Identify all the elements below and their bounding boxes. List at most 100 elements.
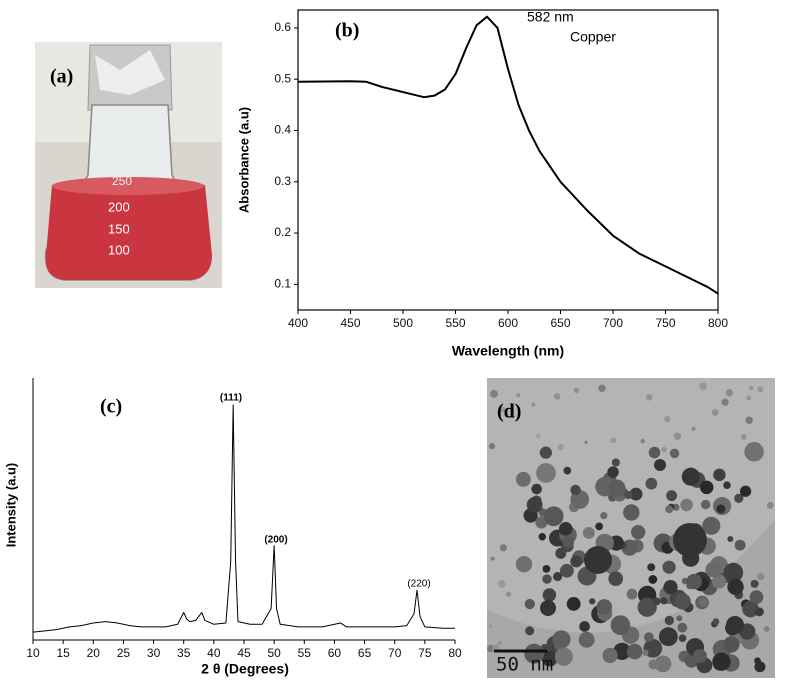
- particle: [692, 648, 707, 663]
- particle: [497, 580, 506, 588]
- particle: [595, 522, 603, 531]
- annotation: (200): [264, 535, 287, 546]
- particle: [602, 647, 618, 664]
- particle: [645, 477, 658, 490]
- particle: [570, 555, 583, 568]
- liquid-surface: [52, 177, 204, 195]
- particle: [673, 432, 682, 441]
- particle: [539, 446, 552, 459]
- flask-photo: (a) 250 200 150 100: [35, 42, 222, 288]
- x-tick-label: 65: [358, 646, 372, 660]
- particle: [525, 626, 535, 636]
- x-tick-label: 75: [418, 646, 432, 660]
- x-tick-label: 10: [26, 646, 40, 660]
- particle: [631, 525, 646, 540]
- particle: [749, 385, 754, 391]
- particle: [541, 650, 558, 667]
- flask-marking: 100: [108, 242, 130, 257]
- tem-image: (d) 50 nm: [487, 378, 775, 678]
- particle: [645, 394, 653, 401]
- plot-frame: [297, 9, 719, 311]
- particle: [757, 572, 765, 581]
- y-tick-label: 0.5: [274, 71, 291, 85]
- particle: [725, 389, 734, 397]
- particle: [608, 479, 626, 497]
- particle: [681, 467, 700, 486]
- particle: [640, 438, 645, 444]
- particle: [744, 441, 764, 462]
- particle: [716, 504, 726, 514]
- particle: [643, 632, 654, 643]
- particle: [665, 505, 674, 514]
- particle: [700, 499, 711, 510]
- annotation: (220): [407, 579, 430, 590]
- particle: [705, 561, 721, 578]
- x-tick-label: 35: [177, 646, 191, 660]
- particle: [658, 627, 678, 647]
- particle: [490, 556, 495, 561]
- particle: [727, 578, 744, 596]
- panel-label: (c): [100, 396, 122, 418]
- particle: [648, 446, 661, 459]
- particle: [562, 535, 575, 548]
- particle: [535, 433, 541, 439]
- x-tick-label: 800: [708, 316, 728, 330]
- particle: [664, 415, 671, 423]
- particle: [626, 588, 638, 600]
- particle: [499, 406, 506, 412]
- x-tick-label: 20: [87, 646, 101, 660]
- particle: [497, 641, 502, 646]
- particle: [750, 579, 759, 588]
- particle: [726, 616, 744, 634]
- particle: [584, 440, 588, 444]
- particle: [745, 416, 753, 424]
- particle: [702, 516, 721, 535]
- particle: [734, 493, 744, 503]
- x-tick-label: 450: [340, 316, 360, 330]
- particle: [734, 539, 746, 551]
- particle: [674, 593, 691, 610]
- y-tick-label: 0.1: [274, 277, 291, 291]
- particle: [740, 434, 747, 440]
- y-axis-label: Absorbance (a.u): [236, 107, 251, 213]
- x-tick-label: 60: [328, 646, 342, 660]
- particle: [664, 615, 675, 626]
- particle: [711, 574, 727, 589]
- particle: [749, 590, 764, 604]
- particle: [611, 458, 620, 467]
- particle: [540, 600, 556, 616]
- particle: [691, 426, 696, 431]
- particle: [554, 647, 573, 666]
- particle: [488, 443, 496, 450]
- scale-bar-label: 50 nm: [496, 654, 553, 676]
- data-line: [297, 15, 719, 295]
- particle: [642, 649, 649, 656]
- particle: [499, 544, 507, 552]
- particle: [589, 598, 596, 605]
- data-line: [32, 404, 455, 633]
- panel-label: (b): [335, 20, 359, 42]
- particle: [624, 490, 633, 500]
- particle: [673, 523, 707, 557]
- charts: 400 450 500 550 600 650 700 750 800 0.1 0.2 0.3 0.4 0…: [3, 9, 728, 677]
- x-axis-label: 2 θ (Degrees): [201, 661, 289, 677]
- x-tick-label: 700: [603, 316, 623, 330]
- particle: [557, 444, 564, 451]
- particle: [712, 618, 720, 625]
- x-tick-label: 30: [147, 646, 161, 660]
- particle: [698, 597, 708, 607]
- particle: [727, 536, 734, 543]
- particle: [490, 389, 498, 398]
- particle: [676, 615, 683, 622]
- particle: [654, 459, 666, 471]
- particle: [608, 571, 624, 587]
- particle: [623, 504, 640, 521]
- panel-label: (d): [497, 401, 521, 423]
- panel-label: (a): [50, 66, 73, 88]
- particle: [723, 481, 731, 489]
- particle: [637, 597, 657, 617]
- particle: [652, 597, 661, 606]
- particle: [563, 466, 572, 475]
- x-tick-label: 600: [498, 316, 518, 330]
